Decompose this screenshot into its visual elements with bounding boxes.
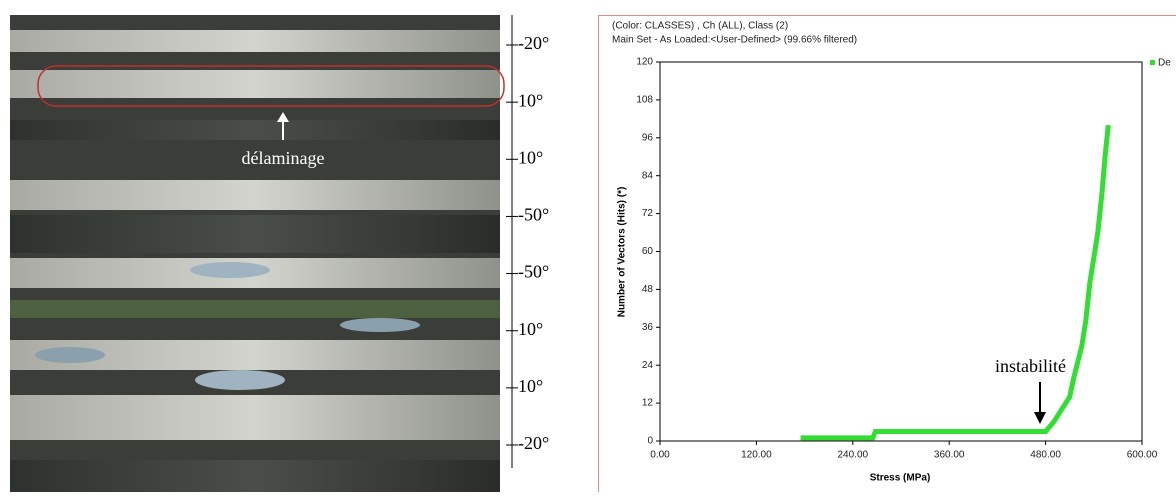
ply-label: 10° — [518, 90, 543, 110]
y-tick-label: 12 — [642, 398, 654, 409]
plot-area — [660, 62, 1142, 441]
arrow-head — [1034, 412, 1046, 424]
x-tick-label: 0.00 — [650, 450, 670, 461]
y-tick-label: 108 — [636, 95, 653, 106]
ply-label: 10° — [518, 319, 543, 339]
header: (Color: CLASSES) , Ch (ALL), Class (2) — [612, 21, 788, 32]
y-tick-label: 72 — [642, 208, 654, 219]
data-line — [801, 125, 1109, 438]
ply — [10, 120, 500, 140]
legend-swatch — [1150, 60, 1155, 65]
y-tick-label: 36 — [642, 322, 654, 333]
ply — [10, 215, 500, 253]
micrograph: délaminage — [10, 15, 504, 492]
chart-frame — [599, 16, 1176, 493]
ply — [10, 460, 500, 492]
y-tick-label: 84 — [642, 170, 654, 181]
y-tick-label: 96 — [642, 132, 654, 143]
ply-label: -50° — [518, 205, 549, 225]
ply-label: -20° — [518, 433, 549, 453]
y-axis-label: Number of Vectors (Hits) (*) — [617, 187, 628, 318]
x-tick-label: 360.00 — [934, 450, 965, 461]
ply — [10, 70, 500, 98]
y-tick-label: 120 — [636, 57, 653, 68]
y-tick-label: 0 — [647, 436, 653, 447]
x-tick-label: 480.00 — [1030, 450, 1061, 461]
x-axis-label: Stress (MPa) — [870, 473, 931, 484]
void — [340, 318, 420, 332]
ply-label: 10° — [518, 147, 543, 167]
ply — [10, 300, 500, 318]
x-tick-label: 120.00 — [741, 450, 772, 461]
ply-label: -50° — [518, 262, 549, 282]
x-tick-label: 600.00 — [1127, 450, 1158, 461]
y-tick-label: 60 — [642, 246, 654, 257]
legend-label: De — [1158, 58, 1171, 69]
ply — [10, 395, 500, 440]
void — [190, 262, 270, 278]
annotation: instabilité — [995, 356, 1066, 376]
void — [195, 370, 285, 390]
x-tick-label: 240.00 — [838, 450, 869, 461]
y-tick-label: 48 — [642, 284, 654, 295]
void — [35, 347, 105, 363]
ply — [10, 30, 500, 52]
header: Main Set - As Loaded:<User-Defined> (99.… — [612, 35, 857, 46]
ply — [10, 180, 500, 210]
annotation: délaminage — [242, 148, 325, 168]
ply-label: -20° — [518, 33, 549, 53]
y-tick-label: 24 — [642, 360, 654, 371]
ply-label: 10° — [518, 376, 543, 396]
